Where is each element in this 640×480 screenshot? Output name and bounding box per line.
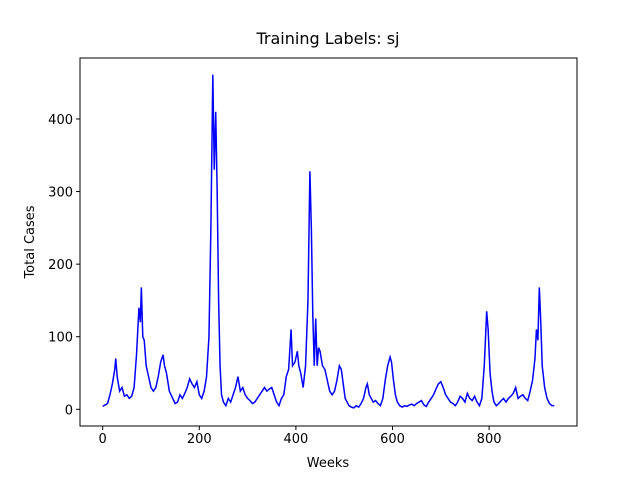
y-tick-label: 300 — [48, 186, 73, 201]
x-tick-label: 800 — [477, 432, 502, 447]
x-tick-label: 200 — [187, 432, 212, 447]
y-tick-label: 0 — [65, 403, 73, 418]
x-tick-label: 600 — [380, 432, 405, 447]
x-tick-label: 0 — [99, 432, 107, 447]
y-tick-label: 200 — [48, 258, 73, 273]
y-tick-label: 100 — [48, 331, 73, 346]
y-tick-label: 400 — [48, 113, 73, 128]
data-line — [102, 74, 555, 409]
x-tick-label: 400 — [283, 432, 308, 447]
y-axis-label: Total Cases — [23, 205, 38, 279]
chart-title: Training Labels: sj — [256, 29, 400, 48]
x-axis-label: Weeks — [307, 456, 350, 471]
plot-frame — [79, 57, 578, 427]
